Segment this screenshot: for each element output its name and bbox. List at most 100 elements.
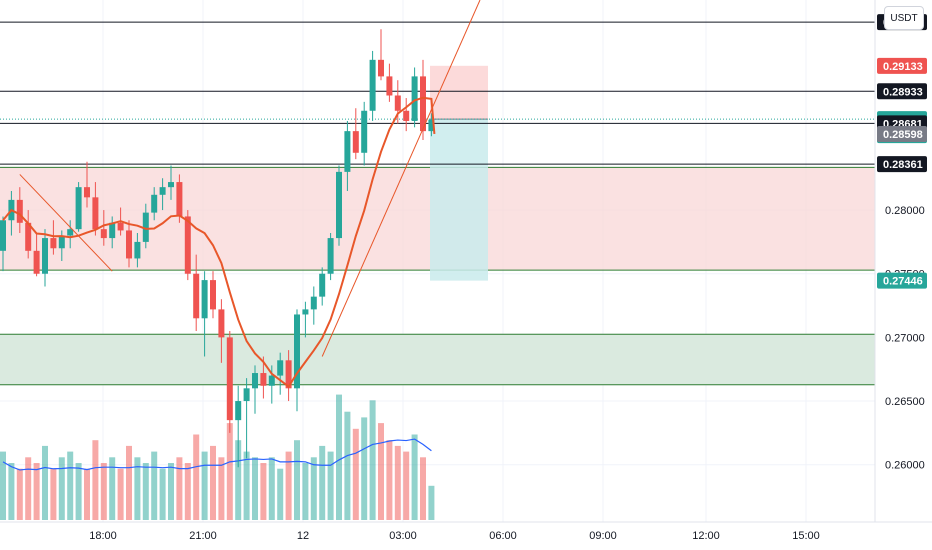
volume-ma-line <box>2 438 432 471</box>
volume-bar <box>378 423 384 520</box>
candle-body <box>0 220 6 251</box>
volume-bar <box>243 451 250 520</box>
volume-bar <box>235 440 242 520</box>
price-tick-label: 0.27000 <box>885 332 925 344</box>
volume-bar <box>168 463 174 520</box>
volume-bar <box>310 457 317 520</box>
volume-bar <box>16 468 23 520</box>
volume-bar <box>151 451 158 520</box>
price-label-text: 0.28361 <box>883 159 923 171</box>
candle-body <box>184 216 191 274</box>
time-tick-label: 12 <box>297 530 309 542</box>
candle-body <box>394 95 401 111</box>
candle-body <box>126 230 132 259</box>
volume-bar <box>25 457 32 520</box>
candle-body <box>411 76 418 121</box>
volume-bar <box>159 468 166 520</box>
volume-bar <box>67 451 74 520</box>
candle-body <box>210 280 216 310</box>
volume-bar <box>75 463 82 520</box>
volume-bar <box>403 451 410 520</box>
price-label-text: 0.27446 <box>883 276 923 288</box>
time-tick-label: 18:00 <box>89 530 117 542</box>
volume-bar <box>327 451 334 520</box>
volume-bars <box>0 394 435 520</box>
candle-body <box>16 199 23 223</box>
volume-bar <box>420 457 426 520</box>
volume-bar <box>58 457 65 520</box>
volume-bar <box>344 411 351 520</box>
volume-bar <box>134 457 141 520</box>
candle-body <box>386 76 393 96</box>
candle-body <box>226 337 233 421</box>
candle-body <box>218 309 225 338</box>
candle-body <box>75 187 82 230</box>
volume-bar <box>117 468 124 520</box>
price-tick-label: 0.28000 <box>885 205 925 217</box>
volume-bar <box>0 451 6 520</box>
volume-bar <box>411 434 418 520</box>
candle-body <box>33 250 40 274</box>
volume-bar <box>109 457 116 520</box>
candle-body <box>243 388 250 402</box>
volume-bar <box>33 463 40 520</box>
candle-body <box>50 238 57 249</box>
candle-body <box>336 171 342 239</box>
candle-body <box>84 187 90 198</box>
volume-bar <box>428 485 435 520</box>
candle-body <box>252 373 258 389</box>
time-tick-label: 09:00 <box>589 530 617 542</box>
price-label-text: 0.28598 <box>883 129 923 141</box>
candle-body <box>117 222 124 231</box>
candle-body <box>361 110 368 153</box>
candle-body <box>268 375 275 386</box>
volume-bar <box>260 463 267 520</box>
candle-body <box>277 360 284 376</box>
volume-bar <box>8 463 15 520</box>
volume-bar <box>142 463 149 520</box>
horizontal-levels <box>0 21 875 165</box>
price-label-box <box>877 125 927 142</box>
demand-zone <box>0 334 875 385</box>
price-label-box <box>877 156 927 173</box>
candle-body <box>92 197 99 230</box>
candle-body <box>352 131 359 153</box>
candle-body <box>176 182 183 217</box>
price-label-text: 0.29133 <box>883 61 923 73</box>
candle-body <box>310 296 317 310</box>
volume-bar <box>277 468 284 520</box>
time-tick-label: 12:00 <box>692 530 720 542</box>
volume-bar <box>319 445 326 520</box>
candle-body <box>378 59 384 77</box>
volume-bar <box>268 457 275 520</box>
candle-body <box>201 280 208 319</box>
time-axis[interactable]: 18:00 21:00 12 03:00 06:00 09:00 12:00 15:00 <box>89 530 820 542</box>
volume-bar <box>201 451 208 520</box>
candle-body <box>134 241 141 259</box>
trendline-up <box>321 0 481 357</box>
candle-body <box>109 222 116 239</box>
volume-bar <box>92 440 99 520</box>
candle-body <box>151 194 158 213</box>
candle-body <box>193 273 200 319</box>
volume-bar <box>210 445 216 520</box>
price-tick-label: 0.26000 <box>885 460 925 472</box>
candle-body <box>327 238 334 274</box>
candle-body <box>100 229 107 239</box>
volume-bar <box>100 463 107 520</box>
take-profit-zone <box>430 119 488 281</box>
candle-body <box>260 373 267 386</box>
currency-badge[interactable]: USDT <box>884 6 924 30</box>
volume-bar <box>226 423 233 520</box>
trendline-down <box>19 174 113 272</box>
candle-body <box>42 238 48 274</box>
price-label-box <box>877 57 927 74</box>
stop-loss-zone <box>430 65 488 120</box>
price-label-text: 0.28933 <box>883 86 923 98</box>
candles <box>0 29 435 468</box>
candle-body <box>403 110 410 121</box>
price-label-box <box>877 272 927 289</box>
candle-body <box>159 187 166 195</box>
price-tick-label: 0.26500 <box>885 396 925 408</box>
